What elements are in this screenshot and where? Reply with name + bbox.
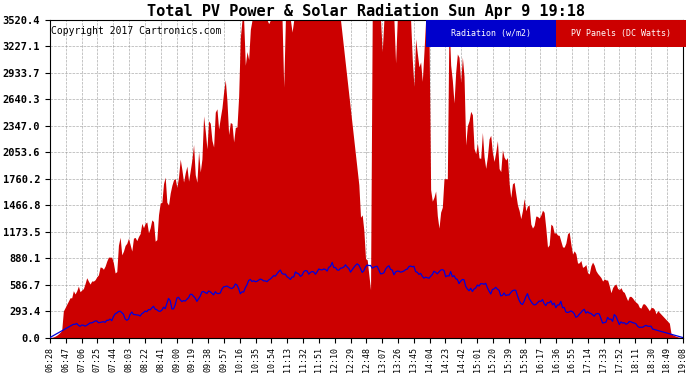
Text: Radiation (w/m2): Radiation (w/m2) (451, 29, 531, 38)
FancyBboxPatch shape (556, 20, 686, 47)
Text: Copyright 2017 Cartronics.com: Copyright 2017 Cartronics.com (51, 26, 221, 36)
Text: PV Panels (DC Watts): PV Panels (DC Watts) (571, 29, 671, 38)
Title: Total PV Power & Solar Radiation Sun Apr 9 19:18: Total PV Power & Solar Radiation Sun Apr… (148, 3, 585, 19)
FancyBboxPatch shape (426, 20, 556, 47)
